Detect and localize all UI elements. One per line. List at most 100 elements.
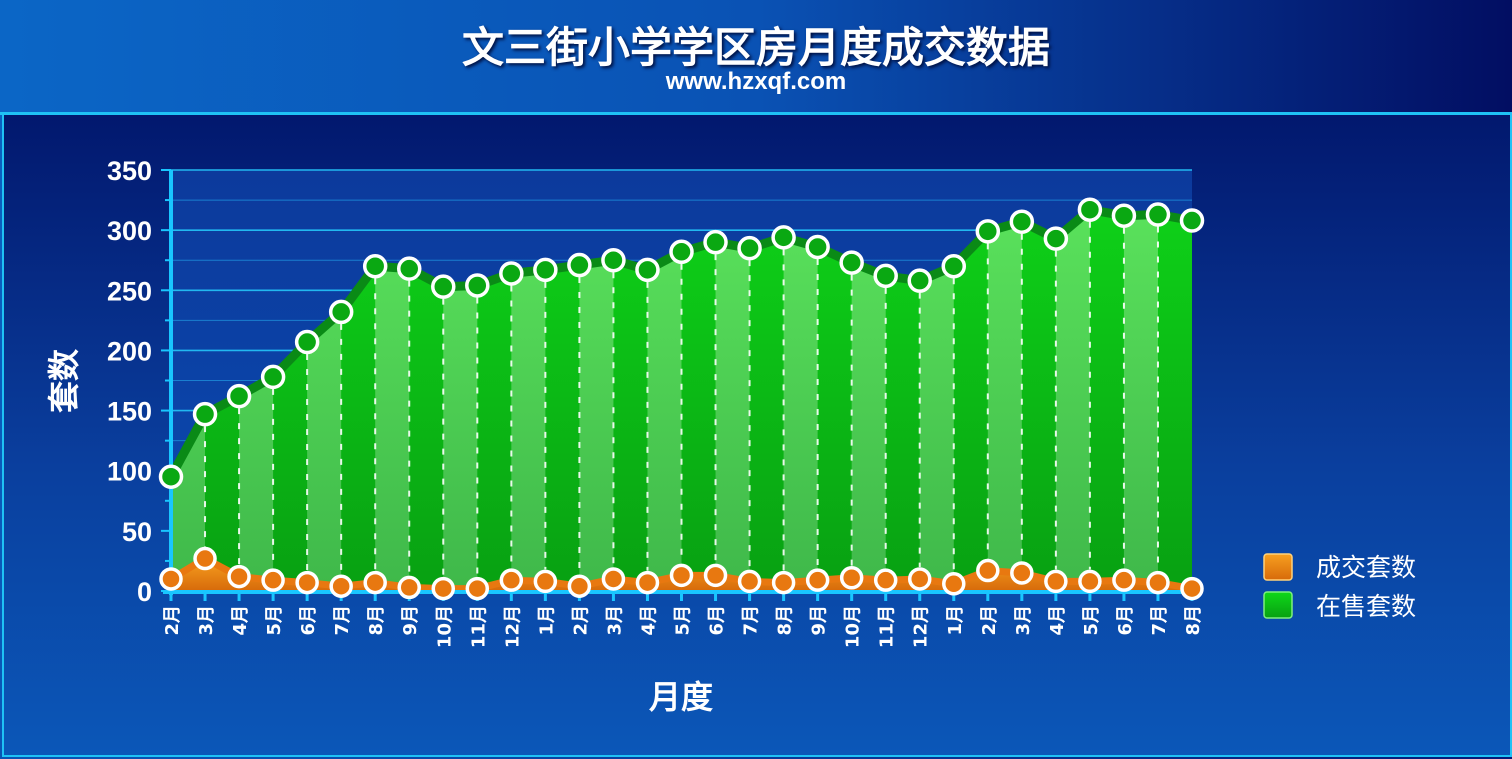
x-tick-label: 2月 (979, 605, 1000, 636)
orange-point (907, 567, 932, 591)
x-tick-label: 11月 (877, 605, 898, 648)
orange-point (976, 558, 1000, 583)
orange-point (942, 572, 966, 596)
orange-point (329, 574, 353, 598)
y-tick-label: 250 (107, 276, 152, 306)
x-tick-label: 8月 (366, 605, 387, 636)
orange-point (261, 568, 285, 592)
orange-point (635, 570, 660, 595)
x-tick-label: 12月 (502, 605, 523, 648)
green-point (941, 253, 967, 279)
x-tick-label: 2月 (570, 605, 591, 636)
x-axis-title: 月度 (649, 678, 713, 716)
orange-point (839, 566, 864, 590)
green-area-band (1157, 209, 1192, 591)
x-tick-label: 5月 (673, 605, 694, 636)
chart-header: 文三街小学学区房月度成交数据 www.hzxqf.com (0, 0, 1512, 115)
x-tick-label: 11月 (468, 605, 489, 648)
green-point (703, 229, 728, 255)
orange-point (1078, 569, 1102, 594)
orange-point (227, 564, 251, 589)
orange-point (431, 576, 456, 601)
green-point (737, 235, 762, 261)
orange-point (1146, 570, 1170, 595)
green-point (226, 383, 252, 409)
x-tick-label: 2月 (162, 605, 183, 636)
green-point (873, 263, 898, 289)
y-tick-label: 150 (107, 397, 152, 427)
green-point (499, 261, 524, 286)
green-point (839, 250, 864, 275)
green-point (431, 274, 456, 299)
orange-point (1044, 569, 1068, 594)
green-point (1043, 226, 1069, 251)
x-tick-labels: 2月 3月 4月 5月 6月 7月 8月 9月 10月 11月 12月 1月 2月 3月 4月 5月 6月 7月 8… (162, 605, 1204, 648)
y-tick-labels: 0 50 100 150 200 250 300 350 (107, 156, 152, 607)
x-tick-label: 10月 (843, 605, 864, 648)
green-point (465, 273, 490, 298)
green-point (567, 252, 592, 278)
x-tick-label: 9月 (400, 605, 421, 636)
green-area-band (1123, 209, 1159, 591)
orange-point (193, 546, 217, 571)
y-tick-label: 50 (122, 517, 152, 547)
green-point (635, 257, 660, 283)
x-tick-label: 9月 (809, 605, 830, 636)
orange-point (1180, 576, 1204, 601)
legend-label-orange: 成交套数 (1316, 553, 1416, 582)
x-tick-label: 7月 (1149, 605, 1170, 636)
x-tick-label: 4月 (1047, 605, 1068, 636)
y-tick-label: 0 (137, 577, 152, 607)
orange-point (669, 563, 694, 588)
green-point (192, 401, 218, 427)
green-area-band (715, 209, 751, 591)
green-point (669, 239, 694, 265)
y-tick-label: 200 (107, 336, 152, 366)
green-point (975, 219, 1001, 244)
green-point (328, 299, 354, 325)
x-tick-label: 7月 (332, 605, 353, 636)
green-point (1077, 197, 1103, 222)
x-tick-label: 12月 (911, 605, 932, 648)
green-point (1111, 203, 1137, 228)
x-tick-label: 4月 (638, 605, 659, 636)
green-point (362, 253, 388, 279)
orange-point (397, 575, 421, 600)
green-point (805, 234, 830, 260)
legend: 成交套数 在售套数 (1263, 553, 1416, 621)
green-point (1145, 202, 1171, 227)
category-dash-lines (204, 221, 1159, 577)
orange-point (499, 568, 524, 592)
x-tick-label: 6月 (1115, 605, 1136, 636)
y-tick-label: 100 (107, 457, 152, 487)
orange-point (363, 570, 387, 595)
orange-point (805, 568, 830, 592)
y-axis-title: 套数 (45, 348, 83, 413)
green-area-band (1055, 209, 1091, 591)
green-area-band (749, 209, 785, 591)
green-point (601, 247, 626, 273)
green-area-band (783, 209, 819, 591)
orange-point (601, 567, 626, 591)
green-point (771, 225, 796, 250)
x-tick-label: 8月 (775, 605, 796, 636)
legend-label-green: 在售套数 (1316, 592, 1416, 621)
data-points (158, 197, 1205, 601)
green-point (533, 257, 558, 283)
orange-point (567, 574, 592, 598)
x-tick-label: 3月 (1013, 605, 1034, 636)
x-tick-label: 5月 (264, 605, 285, 636)
x-tick-label: 3月 (196, 605, 217, 636)
x-tick-label: 1月 (945, 605, 966, 636)
orange-point (465, 576, 490, 601)
x-tick-label: 6月 (298, 605, 319, 636)
y-tick-label: 300 (107, 216, 152, 246)
legend-swatch-orange (1263, 553, 1293, 581)
green-point (260, 364, 286, 390)
x-tick-label: 3月 (604, 605, 625, 636)
green-point (1009, 209, 1035, 234)
x-tick-label: 6月 (707, 605, 728, 636)
green-point (294, 329, 320, 355)
